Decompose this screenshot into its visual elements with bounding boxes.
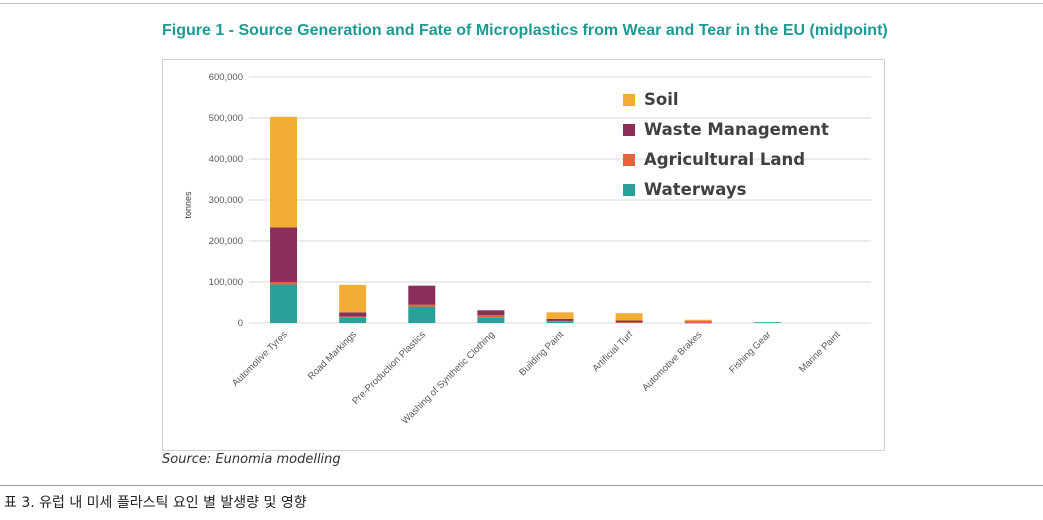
x-category-label: Marine Paint [797, 329, 843, 375]
table-caption: 표 3. 유럽 내 미세 플라스틱 요인 별 발생량 및 영향 [4, 495, 307, 511]
legend-label: Soil [644, 90, 679, 109]
bar-segment [615, 322, 643, 323]
bar-segment [546, 318, 574, 321]
bar-segment [477, 317, 505, 323]
bar-segment [339, 317, 367, 323]
y-axis-label: tonnes [183, 191, 193, 219]
chart-frame: 0 100,000 200,000 300,000 400,000 500,000 600,… [162, 59, 885, 451]
source-note: Source: Eunomia modelling [162, 452, 341, 467]
x-category-label: Road Markings [306, 329, 359, 382]
bar-segment [270, 284, 298, 323]
bar-segment [408, 304, 436, 307]
bottom-divider [0, 485, 1043, 486]
bar-segment [615, 320, 643, 323]
bar-segment [477, 310, 505, 316]
bar-segment [753, 322, 781, 323]
x-axis-categories: Automotive Tyres Road MarkingsPre-Product… [230, 329, 843, 426]
bar-segment [684, 322, 712, 323]
bar-segment [270, 282, 298, 285]
x-category-label: Artificial Turf [590, 329, 635, 374]
bar-segment [477, 315, 505, 318]
y-tick-label: 400,000 [209, 154, 243, 165]
bar-segment [546, 321, 574, 323]
top-divider [0, 3, 1043, 4]
bar-segment [339, 316, 367, 318]
bar-segment [615, 313, 643, 321]
legend-swatch [623, 184, 635, 196]
x-category-label: Building Paint [517, 329, 566, 378]
bar-segment [339, 312, 367, 317]
bar-segment [684, 321, 712, 323]
x-category-label: Automotive Brakes [640, 329, 704, 393]
legend-swatch [623, 124, 635, 136]
legend-label: Waste Management [644, 120, 829, 139]
y-tick-label: 500,000 [209, 113, 243, 124]
legend-label: Waterways [644, 180, 747, 199]
bar-segment [408, 306, 436, 323]
bar-segment [270, 116, 298, 228]
bars [270, 116, 781, 324]
y-tick-label: 100,000 [209, 277, 243, 288]
legend-label: Agricultural Land [644, 150, 805, 169]
legend-swatch [623, 154, 635, 166]
bar-segment [339, 284, 367, 313]
y-tick-label: 300,000 [209, 195, 243, 206]
legend-swatch [623, 94, 635, 106]
y-tick-label: 200,000 [209, 236, 243, 247]
bar-segment [546, 312, 574, 319]
y-tick-label: 0 [238, 318, 243, 329]
stacked-bar-chart: 0 100,000 200,000 300,000 400,000 500,000 600,… [183, 72, 871, 426]
bar-segment [270, 227, 298, 282]
x-category-label: Fishing Gear [727, 329, 773, 375]
bar-segment [546, 320, 574, 322]
y-tick-label: 600,000 [209, 72, 243, 83]
figure-title: Figure 1 - Source Generation and Fate of… [162, 22, 888, 39]
x-category-label: Pre-Production Plastics [350, 329, 428, 407]
bar-segment [408, 285, 436, 305]
y-axis-ticks: 0 100,000 200,000 300,000 400,000 500,000 600,… [209, 72, 243, 329]
legend: Soil Waste Management Agricultural Land Wat… [623, 90, 829, 199]
bar-segment [684, 319, 712, 322]
gridlines [249, 76, 871, 324]
bar-segment [684, 322, 712, 324]
x-category-label: Automotive Tyres [230, 329, 290, 389]
